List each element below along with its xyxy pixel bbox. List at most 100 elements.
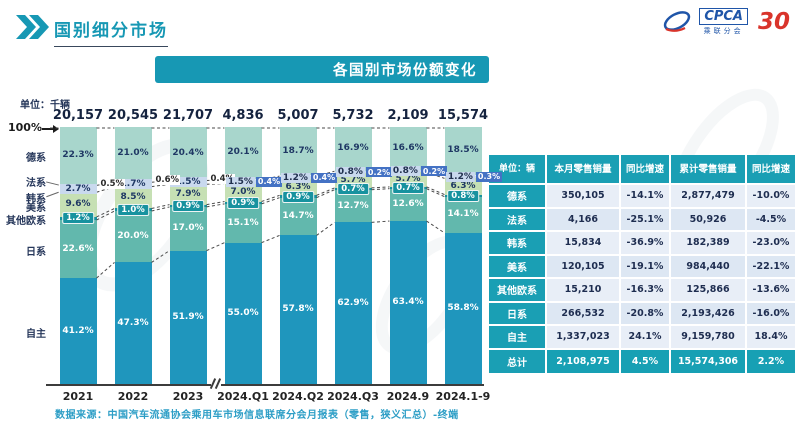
segment-label: 1.2% — [62, 212, 94, 225]
bar-segment — [59, 278, 97, 384]
bar-total-label: 20,157 — [52, 108, 104, 123]
table-cell: 4,166 — [547, 208, 619, 230]
french-callout: 0.5% — [99, 178, 126, 189]
chart-title-banner: 各国别市场份额变化 — [155, 56, 489, 83]
bar-segment — [114, 211, 152, 263]
table-cell: -25.1% — [621, 208, 669, 230]
segment-label: 7.9% — [175, 188, 201, 199]
table-cell: -20.8% — [621, 302, 669, 324]
x-axis-label: 2023 — [172, 390, 204, 403]
table-row-label: 法系 — [489, 208, 545, 230]
segment-label: 0.8% — [390, 166, 420, 177]
table-cell: 1,337,023 — [547, 326, 619, 348]
segment-label: 18.5% — [447, 145, 479, 156]
table-cell: 182,389 — [671, 232, 745, 254]
table-cell: -36.9% — [621, 232, 669, 254]
bar-segment — [114, 262, 152, 384]
french-callout: 0.4% — [255, 176, 283, 187]
segment-label: 0.8% — [447, 189, 479, 202]
bar-segment — [224, 242, 262, 384]
category-label: 日系 — [26, 247, 46, 259]
cpca-logo: CPCA 乘联分会 30 — [661, 8, 790, 36]
bar-column — [334, 127, 372, 384]
bar-column — [444, 127, 482, 384]
segment-label: 6.3% — [285, 181, 311, 192]
segment-label: 51.9% — [172, 311, 204, 322]
arrow-right-icon — [53, 125, 59, 133]
sales-table: 单位：辆 本月零售销量 同比增速 累计零售销量 同比增速 德系 350,105 -14.1% 2… — [489, 155, 795, 373]
bar-segment — [169, 184, 207, 205]
data-source-note: 数据来源：中国汽车流通协会乘用车市场信息联席分会月报表（零售，狭义汇总）-终端 — [55, 410, 459, 421]
table-cell: 18.4% — [747, 326, 795, 348]
table-row-label: 美系 — [489, 255, 545, 277]
bar-column — [279, 127, 317, 384]
table-cell: -13.6% — [747, 279, 795, 301]
x-axis-label: 2024.Q3 — [327, 390, 379, 403]
table-cell: 2,108,975 — [547, 349, 619, 373]
table-row-label: 自主 — [489, 326, 545, 348]
bar-segment — [114, 186, 152, 209]
table-cell: 9,159,780 — [671, 326, 745, 348]
segment-label: 1.7% — [114, 179, 152, 190]
table-cell: -22.1% — [747, 255, 795, 277]
segment-label: 5.7% — [340, 175, 366, 186]
segment-label: 0.7% — [337, 182, 369, 195]
bar-total-label: 21,707 — [162, 108, 214, 123]
bar-segment — [444, 232, 482, 384]
segment-label: 20.4% — [172, 147, 204, 158]
segment-label: 47.3% — [117, 317, 149, 328]
anniversary-30-logo: 30 — [757, 9, 790, 35]
korean-french-label-row: 1.5% 0.4% — [221, 176, 288, 187]
category-label: 法系 — [26, 177, 46, 189]
table-cell: 125,866 — [671, 279, 745, 301]
french-callout: 0.4% — [209, 173, 236, 184]
x-axis-label: 2024.1-9 — [435, 390, 491, 403]
bar-column — [224, 127, 262, 384]
bar-segment — [334, 189, 372, 223]
table-row-label: 其他欧系 — [489, 279, 545, 301]
segment-label: 55.0% — [227, 307, 259, 318]
segment-label: 1.0% — [117, 203, 149, 216]
segment-label: 12.6% — [392, 199, 424, 210]
table-cell: -16.3% — [621, 279, 669, 301]
table-cell: 2,193,426 — [671, 302, 745, 324]
table-cell: -4.5% — [747, 208, 795, 230]
category-label: 美系 — [26, 202, 46, 214]
bar-segment — [114, 126, 152, 181]
segment-label: 22.3% — [62, 149, 94, 160]
segment-label: 14.7% — [282, 211, 314, 222]
x-axis-label: 2021 — [62, 390, 94, 403]
segment-label: 18.7% — [282, 145, 314, 156]
segment-label: 1.5% — [225, 176, 255, 187]
bar-segment — [59, 220, 97, 279]
bar-segment — [389, 221, 427, 384]
table-cell: -19.1% — [621, 255, 669, 277]
segment-label: 22.6% — [62, 243, 94, 254]
table-cell: 4.5% — [621, 349, 669, 373]
segment-label: 0.9% — [282, 190, 314, 203]
table-header-cell: 本月零售销量 — [547, 155, 619, 183]
table-cell: 15,210 — [547, 279, 619, 301]
bar-total-label: 2,109 — [387, 108, 429, 123]
table-header-cell: 同比增速 — [621, 155, 669, 183]
table-cell: 984,440 — [671, 255, 745, 277]
bar-total-label: 15,574 — [437, 108, 489, 123]
segment-label: 15.1% — [227, 217, 259, 228]
segment-label: 1.5% — [169, 177, 207, 188]
bar-segment — [444, 127, 482, 175]
x-axis-label: 2024.9 — [386, 390, 430, 403]
category-label: 韩系 — [26, 193, 46, 205]
bar-segment — [279, 235, 317, 384]
bar-total-label: 5,732 — [332, 108, 374, 123]
category-label: 自主 — [26, 329, 46, 341]
french-callout: 0.2% — [420, 166, 448, 177]
segment-label: 6.3% — [450, 180, 476, 191]
table-cell: -14.1% — [621, 185, 669, 207]
korean-french-label-row: 0.8% 0.2% — [386, 166, 453, 177]
bar-total-label: 4,836 — [222, 108, 264, 123]
bar-segment — [224, 203, 262, 243]
segment-label: 20.0% — [117, 231, 149, 242]
x-axis-label: 2024.Q2 — [272, 390, 324, 403]
bar-segment — [334, 127, 372, 171]
